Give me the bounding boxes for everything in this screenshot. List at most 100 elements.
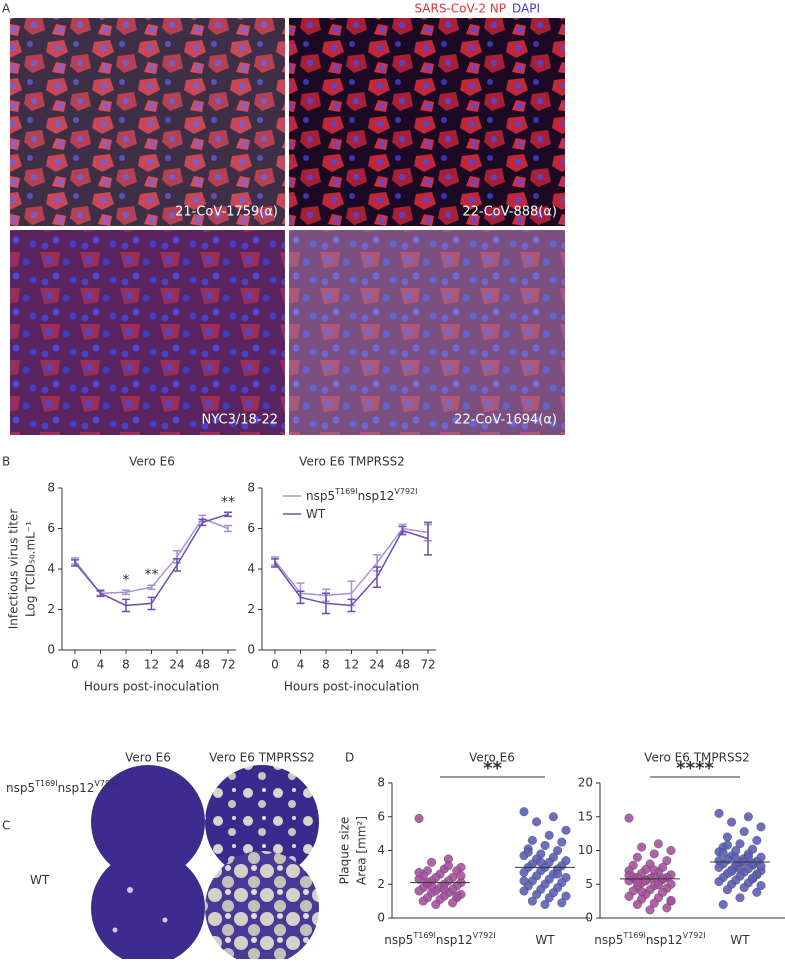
x-tick-label: 4 <box>97 658 105 672</box>
significance: * <box>123 572 130 588</box>
data-point <box>561 891 571 901</box>
x-tick-label: 12 <box>144 658 159 672</box>
error-bar <box>122 589 130 596</box>
error-bar <box>224 511 232 518</box>
data-point <box>662 903 672 913</box>
panel-label: B <box>2 455 10 469</box>
x-tick-label: 48 <box>195 658 210 672</box>
x-tick-label: 8 <box>122 658 130 672</box>
data-point <box>718 848 728 858</box>
error-bar <box>373 566 381 588</box>
data-point <box>735 864 745 874</box>
error-bar <box>296 590 305 605</box>
plaque <box>162 917 168 923</box>
text-part: T169I <box>334 487 358 496</box>
error-bar <box>147 596 156 611</box>
chart-title: Vero E6 <box>129 455 175 469</box>
data-point <box>632 877 642 887</box>
data-point <box>718 900 728 910</box>
y-axis-label: Infectious virus titer <box>7 509 21 630</box>
data-point <box>548 812 558 822</box>
x-tick-label: nsp5T169Insp12V792I <box>594 931 705 947</box>
x-tick-label: WT <box>535 933 555 947</box>
error-bar <box>173 558 181 572</box>
data-point <box>414 867 424 877</box>
x-tick-label: 0 <box>71 658 79 672</box>
data-point <box>756 881 766 891</box>
data-point <box>739 883 749 893</box>
x-tick-label: 24 <box>169 658 184 672</box>
text-part: nsp12 <box>58 781 95 795</box>
image-label: 22-CoV-888(α) <box>462 205 557 220</box>
significance: ** <box>221 494 235 510</box>
data-point <box>536 857 546 867</box>
y-tick-label: 4 <box>247 562 255 576</box>
data-point <box>662 856 672 866</box>
y-tick-label: 0 <box>585 911 593 925</box>
data-point <box>519 867 529 877</box>
plaque <box>112 927 118 933</box>
text-part: V792I <box>394 487 417 496</box>
legend-label: nsp5T169Insp12V792I <box>306 487 417 503</box>
panel-label: C <box>2 819 10 833</box>
legend-label: WT <box>306 507 326 521</box>
micrograph <box>289 18 565 226</box>
micrograph <box>10 230 285 435</box>
text-part: nsp5 <box>306 489 335 503</box>
error-bar <box>122 598 130 613</box>
y-tick-label: 0 <box>377 911 385 925</box>
micrograph <box>10 18 285 226</box>
error-bar <box>198 518 207 527</box>
error-bar <box>271 558 279 568</box>
plate <box>205 765 319 879</box>
data-point <box>532 817 542 827</box>
data-point <box>641 876 651 886</box>
error-bar <box>147 584 156 590</box>
data-point <box>735 893 745 903</box>
data-point <box>714 877 724 887</box>
significance: ** <box>145 567 159 583</box>
data-point <box>649 865 659 875</box>
data-point <box>752 887 762 897</box>
data-point <box>645 905 655 915</box>
data-point <box>532 889 542 899</box>
data-point <box>414 886 424 896</box>
text-part: nsp5 <box>6 781 35 795</box>
plate <box>91 765 205 879</box>
column-label: Vero E6 TMPRSS2 <box>209 751 315 765</box>
x-tick-label: nsp5T169Insp12V792I <box>384 931 495 947</box>
data-point <box>722 832 732 842</box>
x-tick-label: 24 <box>369 658 384 672</box>
text-part: nsp5 <box>594 933 623 947</box>
plaque <box>127 887 133 893</box>
data-point <box>553 869 563 879</box>
panel-label: D <box>345 751 354 765</box>
data-point <box>653 880 663 890</box>
x-axis-label: Hours post-inoculation <box>284 680 419 694</box>
image-label: 22-CoV-1694(α) <box>454 413 557 428</box>
y-tick-label: 0 <box>47 643 55 657</box>
data-point <box>418 896 428 906</box>
x-tick-label: 4 <box>297 658 305 672</box>
plate <box>91 851 205 963</box>
data-point <box>527 896 537 906</box>
text-part: nsp5 <box>384 933 413 947</box>
image-label: 21-CoV-1759(α) <box>175 205 278 220</box>
data-point <box>739 827 749 837</box>
row-label: nsp5T169Insp12V792I <box>6 779 117 795</box>
x-tick-label: 72 <box>420 658 435 672</box>
data-point <box>519 886 529 896</box>
x-tick-label: 8 <box>322 658 330 672</box>
data-point <box>649 898 659 908</box>
text-part: V792I <box>683 931 706 940</box>
y-tick-label: 4 <box>377 843 385 857</box>
error-bar <box>224 524 232 533</box>
text-part: T169I <box>412 931 436 940</box>
text-part: WT <box>30 873 50 887</box>
x-tick-label: 0 <box>271 658 279 672</box>
data-point <box>540 840 550 850</box>
y-tick-label: 8 <box>377 776 385 790</box>
y-tick-label: 2 <box>47 602 55 616</box>
y-tick-label: 15 <box>578 809 593 823</box>
data-point <box>456 871 466 881</box>
